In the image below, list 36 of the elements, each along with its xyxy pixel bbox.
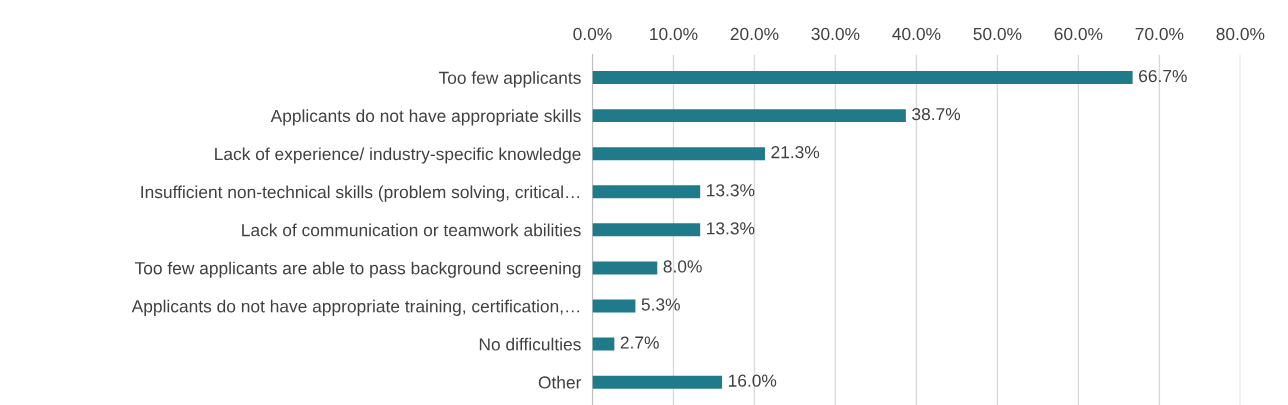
bar — [592, 223, 701, 237]
y-tick-label: Lack of communication or teamwork abilities — [242, 223, 581, 237]
x-tick-label: 40.0% — [892, 27, 941, 41]
data-label: 13.3% — [707, 184, 755, 197]
data-label: 16.0% — [728, 374, 777, 387]
data-label: 13.3% — [707, 222, 755, 235]
y-tick-label: Lack of experience/ industry-specific knowledge — [215, 147, 581, 164]
y-tick-label: Applicants do not have appropriate skills — [270, 109, 581, 126]
x-tick-label: 0.0% — [573, 27, 612, 41]
y-tick-label: Applicants do not have appropriate training, certification,… — [131, 299, 580, 316]
bar — [592, 71, 1133, 84]
x-tick-label: 60.0% — [1054, 27, 1103, 41]
bar — [592, 185, 701, 199]
bar — [592, 299, 636, 313]
data-label: 66.7% — [1139, 69, 1187, 83]
x-tick-label: 30.0% — [811, 27, 860, 41]
bar — [592, 109, 906, 123]
bar — [592, 261, 658, 275]
y-tick-label: Insufficient non-technical skills (problem solving, critical… — [141, 185, 580, 202]
y-tick-label: Too few applicants — [438, 71, 581, 88]
y-tick-label: No difficulties — [479, 337, 581, 351]
bar — [592, 147, 765, 161]
x-tick-label: 50.0% — [973, 27, 1022, 41]
bar — [592, 337, 615, 351]
data-label: 8.0% — [663, 260, 702, 273]
data-label: 21.3% — [771, 146, 820, 159]
x-tick-label: 10.0% — [650, 27, 698, 41]
x-tick-label: 70.0% — [1135, 27, 1184, 41]
x-tick-label: 20.0% — [730, 27, 779, 41]
bar — [592, 375, 723, 389]
x-tick-label: 80.0% — [1216, 27, 1265, 41]
y-tick-label: Too few applicants are able to pass background screening — [134, 261, 581, 278]
y-tick-label: Other — [538, 375, 582, 389]
data-label: 5.3% — [641, 298, 680, 311]
data-label: 38.7% — [912, 107, 961, 121]
data-label: 2.7% — [620, 336, 659, 349]
